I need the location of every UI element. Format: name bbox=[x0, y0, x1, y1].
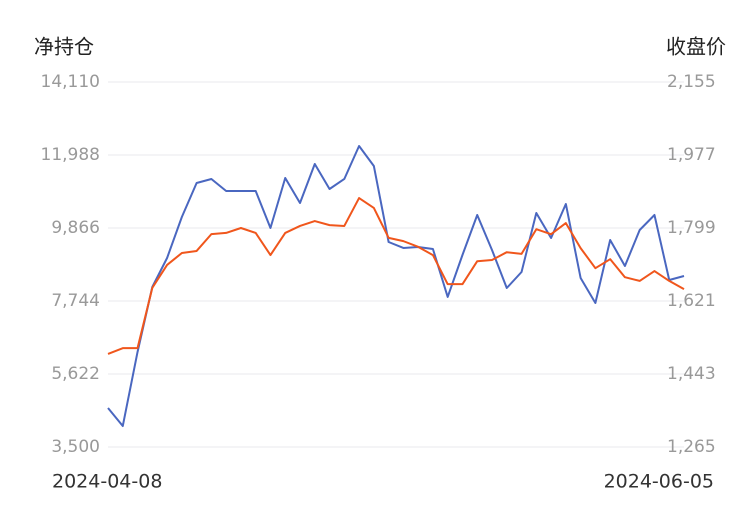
y2-tick-label: 1,799 bbox=[667, 218, 716, 238]
y2-tick-label: 1,977 bbox=[667, 145, 716, 165]
y2-tick-label: 1,621 bbox=[667, 291, 716, 311]
y2-axis-title: 收盘价 bbox=[666, 35, 726, 59]
x-tick-label: 2024-04-08 bbox=[52, 471, 162, 493]
y2-tick-label: 2,155 bbox=[667, 72, 716, 92]
y-tick-label: 5,622 bbox=[51, 364, 100, 384]
series-line bbox=[107, 197, 685, 355]
series-line bbox=[107, 144, 685, 428]
y-tick-label: 11,988 bbox=[41, 145, 100, 165]
y2-tick-label: 1,265 bbox=[667, 437, 716, 457]
y-tick-label: 14,110 bbox=[41, 72, 100, 92]
y-tick-label: 9,866 bbox=[51, 218, 100, 238]
y-tick-label: 7,744 bbox=[51, 291, 100, 311]
y-axis-title: 净持仓 bbox=[34, 35, 94, 59]
x-tick-label: 2024-06-05 bbox=[604, 471, 714, 493]
y-tick-label: 3,500 bbox=[51, 437, 100, 457]
y2-tick-label: 1,443 bbox=[667, 364, 716, 384]
